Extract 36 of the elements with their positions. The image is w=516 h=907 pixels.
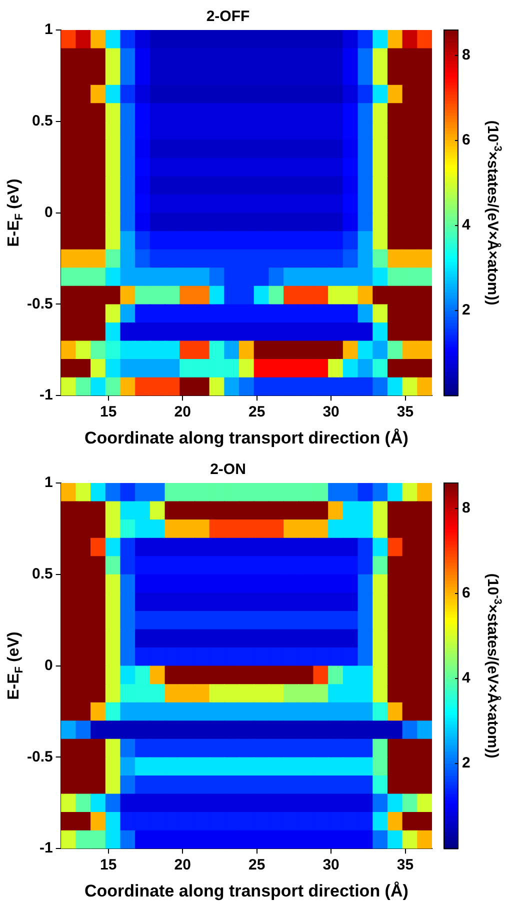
y-tick-label: 1: [44, 21, 53, 38]
x-tick-label: 15: [100, 404, 117, 421]
color-bar-label: 4: [462, 670, 471, 687]
color-bar-label: 8: [462, 500, 470, 517]
chart-title: 2-OFF: [206, 8, 250, 26]
color-bar-label: 4: [462, 216, 471, 234]
y-tick-label: -1: [40, 386, 53, 404]
color-bar-title: (10-3×states/(eV×Å×atom)): [484, 120, 504, 306]
color-bar-title: (10-3×states/(eV×Å×atom)): [484, 573, 504, 758]
color-bar-label: 8: [462, 46, 470, 64]
y-tick-label: 0: [44, 204, 53, 221]
x-tick-label: 35: [396, 856, 414, 874]
x-tick-label: 15: [100, 856, 117, 874]
color-bar-label: 2: [462, 302, 470, 319]
x-tick-label: 30: [322, 404, 340, 421]
x-axis-title: Coordinate along transport direction (Å): [84, 428, 408, 448]
y-tick-label: -1: [40, 840, 53, 857]
y-tick-label: -0.5: [26, 748, 53, 766]
x-tick-label: 30: [322, 856, 340, 874]
y-axis-title: E-EF (eV): [5, 632, 26, 700]
color-bar-label: 2: [462, 754, 470, 772]
y-tick-label: 0.5: [32, 566, 53, 583]
x-tick-label: 25: [248, 404, 266, 421]
y-tick-label: -0.5: [26, 295, 53, 312]
color-bar-label: 6: [462, 132, 470, 149]
x-tick-label: 20: [174, 404, 191, 421]
y-tick-label: 0.5: [32, 112, 53, 130]
y-tick-label: 0: [44, 656, 53, 674]
x-axis-title: Coordinate along transport direction (Å): [84, 881, 408, 900]
x-tick-label: 35: [396, 404, 414, 421]
y-tick-label: 1: [44, 474, 53, 492]
x-tick-label: 20: [174, 856, 191, 874]
chart-title: 2-ON: [210, 461, 246, 478]
y-axis-title: E-EF (eV): [5, 178, 26, 247]
x-tick-label: 25: [248, 856, 266, 874]
color-bar-label: 6: [462, 584, 470, 602]
